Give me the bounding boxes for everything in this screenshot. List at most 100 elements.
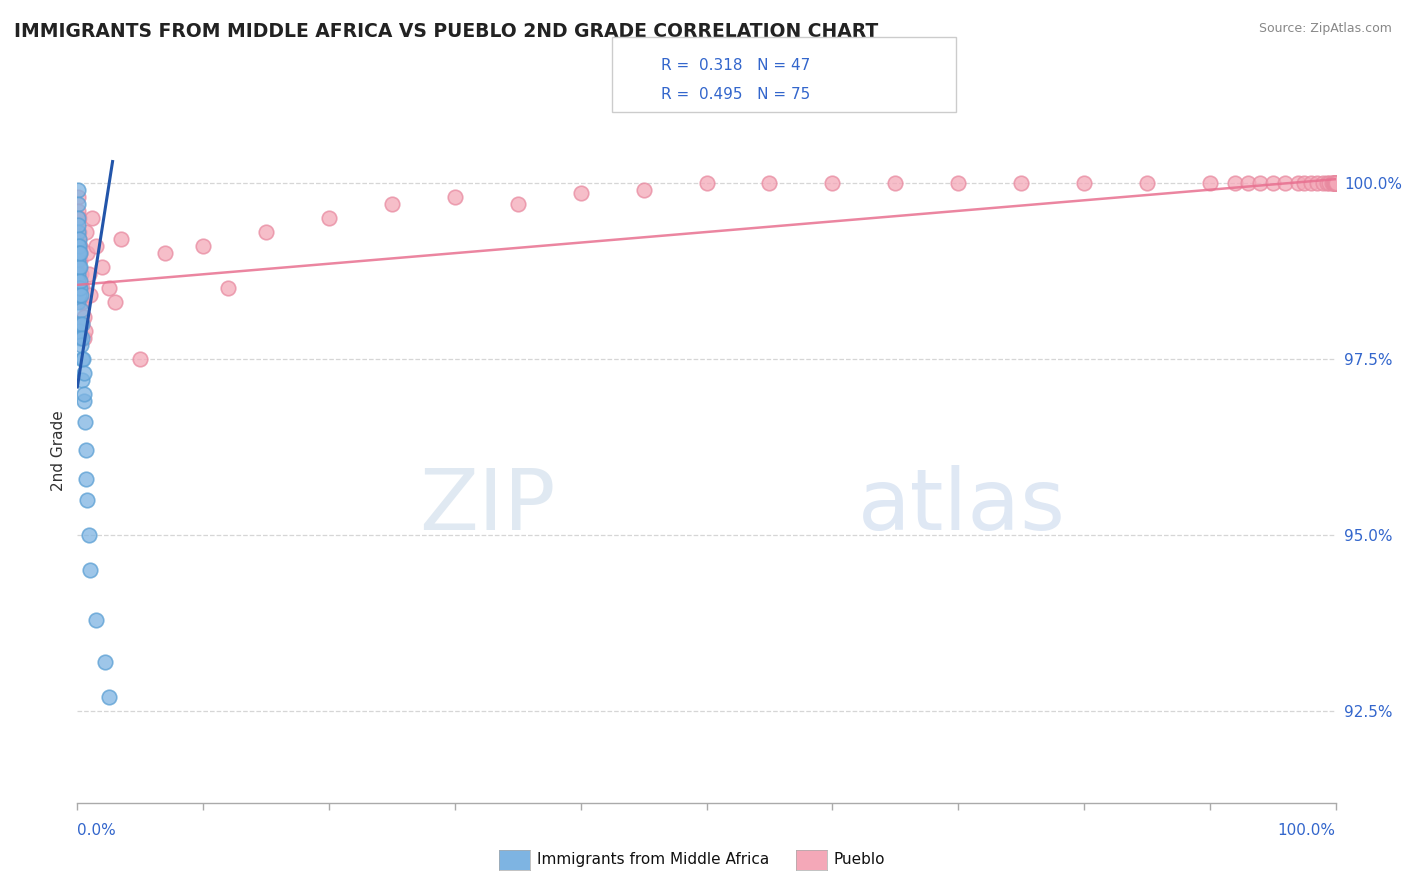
- Point: [1316, 176, 1339, 190]
- Point: [69, 317, 91, 331]
- Point: [70, 295, 93, 310]
- Point: [66, 225, 89, 239]
- Point: [1249, 176, 1271, 190]
- Point: [67, 239, 90, 253]
- Point: [70, 317, 93, 331]
- Point: [66, 211, 89, 225]
- Point: [67, 232, 90, 246]
- Point: [69, 274, 91, 288]
- Point: [1322, 176, 1344, 190]
- Point: [1199, 176, 1222, 190]
- Point: [69, 281, 91, 295]
- Point: [1319, 176, 1341, 190]
- Point: [67, 218, 90, 232]
- Point: [758, 176, 780, 190]
- Point: [70, 268, 93, 282]
- Point: [1073, 176, 1095, 190]
- Point: [948, 176, 970, 190]
- Point: [66, 268, 89, 282]
- Point: [84, 613, 107, 627]
- Point: [1223, 176, 1246, 190]
- Text: R =  0.495   N = 75: R = 0.495 N = 75: [661, 87, 810, 102]
- Point: [67, 324, 90, 338]
- Point: [75, 472, 97, 486]
- Point: [1323, 176, 1346, 190]
- Point: [67, 288, 90, 302]
- Point: [67, 288, 90, 302]
- Point: [884, 176, 907, 190]
- Point: [66, 281, 89, 295]
- Point: [70, 281, 93, 295]
- Point: [1320, 176, 1343, 190]
- Point: [76, 246, 98, 260]
- Point: [66, 239, 89, 253]
- Point: [1306, 176, 1329, 190]
- Text: ZIP: ZIP: [419, 466, 555, 549]
- Point: [76, 492, 98, 507]
- Point: [75, 443, 97, 458]
- Point: [67, 246, 90, 260]
- Point: [77, 528, 100, 542]
- Point: [69, 331, 91, 345]
- Text: R =  0.318   N = 47: R = 0.318 N = 47: [661, 58, 810, 72]
- Point: [318, 211, 340, 225]
- Point: [66, 190, 89, 204]
- Point: [79, 288, 101, 302]
- Point: [97, 281, 120, 295]
- Point: [633, 183, 655, 197]
- Point: [66, 197, 89, 211]
- Point: [1323, 176, 1346, 190]
- Text: 100.0%: 100.0%: [1278, 822, 1336, 838]
- Point: [69, 268, 91, 282]
- Point: [72, 331, 94, 345]
- Point: [72, 394, 94, 409]
- Point: [72, 366, 94, 380]
- Point: [129, 351, 152, 366]
- Point: [569, 186, 592, 201]
- Point: [66, 253, 89, 268]
- Point: [72, 295, 94, 310]
- Point: [69, 239, 91, 253]
- Point: [72, 351, 94, 366]
- Point: [77, 268, 100, 282]
- Point: [70, 351, 93, 366]
- Point: [67, 225, 90, 239]
- Point: [73, 415, 96, 429]
- Point: [67, 260, 90, 275]
- Point: [1324, 176, 1347, 190]
- Point: [69, 246, 91, 260]
- Text: Source: ZipAtlas.com: Source: ZipAtlas.com: [1258, 22, 1392, 36]
- Point: [1324, 176, 1347, 190]
- Point: [72, 310, 94, 324]
- Point: [110, 232, 132, 246]
- Point: [70, 337, 93, 351]
- Point: [82, 211, 104, 225]
- Point: [69, 246, 91, 260]
- Point: [70, 302, 93, 317]
- Text: Pueblo: Pueblo: [834, 853, 886, 867]
- Point: [84, 239, 107, 253]
- Point: [67, 253, 90, 268]
- Point: [69, 253, 91, 268]
- Text: Immigrants from Middle Africa: Immigrants from Middle Africa: [537, 853, 769, 867]
- Point: [381, 197, 404, 211]
- Point: [506, 197, 529, 211]
- Y-axis label: 2nd Grade: 2nd Grade: [51, 410, 66, 491]
- Point: [72, 373, 94, 387]
- Point: [67, 246, 90, 260]
- Point: [444, 190, 467, 204]
- Point: [1136, 176, 1159, 190]
- Point: [1294, 176, 1316, 190]
- Point: [79, 563, 101, 577]
- Point: [73, 324, 96, 338]
- Point: [67, 225, 90, 239]
- Point: [67, 281, 90, 295]
- Point: [67, 239, 90, 253]
- Text: atlas: atlas: [858, 466, 1066, 549]
- Point: [73, 387, 96, 401]
- Text: 0.0%: 0.0%: [77, 822, 117, 838]
- Point: [67, 232, 90, 246]
- Point: [1236, 176, 1258, 190]
- Point: [104, 295, 127, 310]
- Point: [66, 211, 89, 225]
